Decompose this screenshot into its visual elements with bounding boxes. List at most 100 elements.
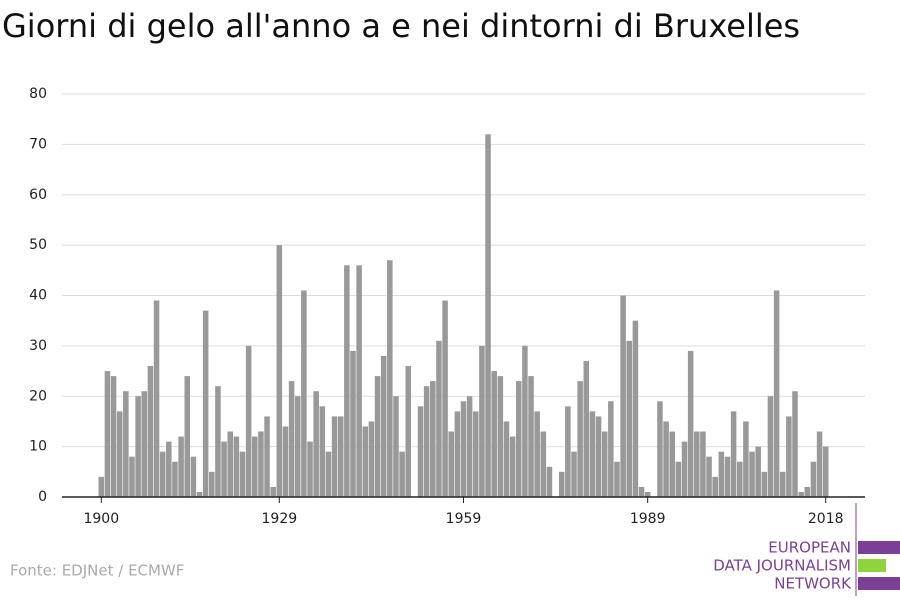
bar (528, 376, 534, 497)
bar (258, 431, 264, 497)
bar (730, 411, 737, 497)
y-tick-label: 70 (29, 136, 47, 152)
bar (546, 466, 553, 497)
bar (779, 471, 786, 497)
x-tick-label: 2018 (808, 511, 844, 527)
bar (798, 491, 804, 497)
bar (736, 461, 743, 497)
y-tick-label: 40 (29, 288, 47, 304)
bar (663, 421, 669, 497)
bar (810, 461, 817, 497)
x-tick-label: 1959 (446, 511, 482, 527)
bar (614, 461, 620, 497)
bar (595, 416, 602, 497)
bar (454, 411, 461, 497)
bar (638, 486, 645, 497)
bar (393, 396, 399, 497)
chart-title: Giorni di gelo all'anno a e nei dintorni… (2, 7, 800, 45)
bar (245, 345, 252, 497)
logo-bar (858, 541, 900, 554)
y-tick-label: 50 (29, 237, 47, 253)
bar (147, 366, 154, 497)
bar (399, 451, 405, 497)
bar (675, 461, 682, 497)
bar (141, 391, 148, 497)
bar (227, 431, 233, 497)
bar (417, 406, 424, 497)
bar (565, 406, 571, 497)
bar (239, 451, 246, 497)
x-tick-label: 1900 (83, 511, 119, 527)
source: Fonte: EDJNet / ECMWF (10, 562, 184, 580)
x-tick-label: 1989 (630, 511, 666, 527)
bar (509, 436, 516, 497)
bar (423, 386, 430, 497)
bar (221, 441, 227, 497)
bar (644, 491, 651, 497)
bar (515, 381, 522, 497)
bar (430, 381, 436, 497)
bar (540, 431, 547, 497)
bar (405, 366, 412, 497)
bar (473, 411, 479, 497)
bar (755, 446, 761, 497)
bar (110, 376, 117, 497)
bar (669, 431, 675, 497)
bar (816, 431, 823, 497)
bar (166, 441, 172, 497)
bar (632, 320, 639, 497)
bar (270, 486, 276, 497)
bar (301, 290, 307, 497)
bar (442, 300, 448, 497)
bar (252, 436, 258, 497)
bar (724, 456, 731, 497)
bar (307, 441, 313, 497)
bar (712, 476, 718, 497)
bar (767, 396, 774, 497)
bar (135, 396, 141, 497)
bar (190, 456, 197, 497)
logo-text: EUROPEAN (768, 539, 851, 557)
bar (202, 310, 209, 497)
logo-bar (858, 559, 886, 572)
bar (503, 421, 510, 497)
bar (264, 416, 270, 497)
bar (178, 436, 184, 497)
bar (749, 451, 755, 497)
bar (706, 456, 712, 497)
bar (460, 401, 467, 497)
bar (608, 401, 614, 497)
bar (589, 411, 596, 497)
bar (792, 391, 798, 497)
bar (743, 421, 749, 497)
bar (773, 290, 780, 497)
bar (761, 471, 768, 497)
bar (522, 345, 528, 497)
bar (466, 396, 473, 497)
bar (104, 371, 111, 497)
bar (601, 431, 608, 497)
bar (215, 386, 221, 497)
bar (368, 421, 375, 497)
bar (577, 381, 583, 497)
bar (822, 446, 829, 497)
x-tick-label: 1929 (262, 511, 298, 527)
bar (276, 245, 283, 497)
bar (196, 491, 203, 497)
bar (362, 426, 369, 497)
bar (233, 436, 240, 497)
bar (209, 471, 215, 497)
bar (626, 340, 633, 497)
bar (319, 406, 326, 497)
bar (116, 411, 123, 497)
y-tick-label: 30 (29, 338, 47, 354)
bar (804, 486, 811, 497)
y-tick-label: 10 (29, 439, 47, 455)
bar (184, 376, 191, 497)
y-tick-label: 20 (29, 388, 47, 404)
bar (485, 134, 491, 498)
bar (344, 265, 350, 497)
bar (129, 456, 135, 497)
bar (294, 396, 301, 497)
